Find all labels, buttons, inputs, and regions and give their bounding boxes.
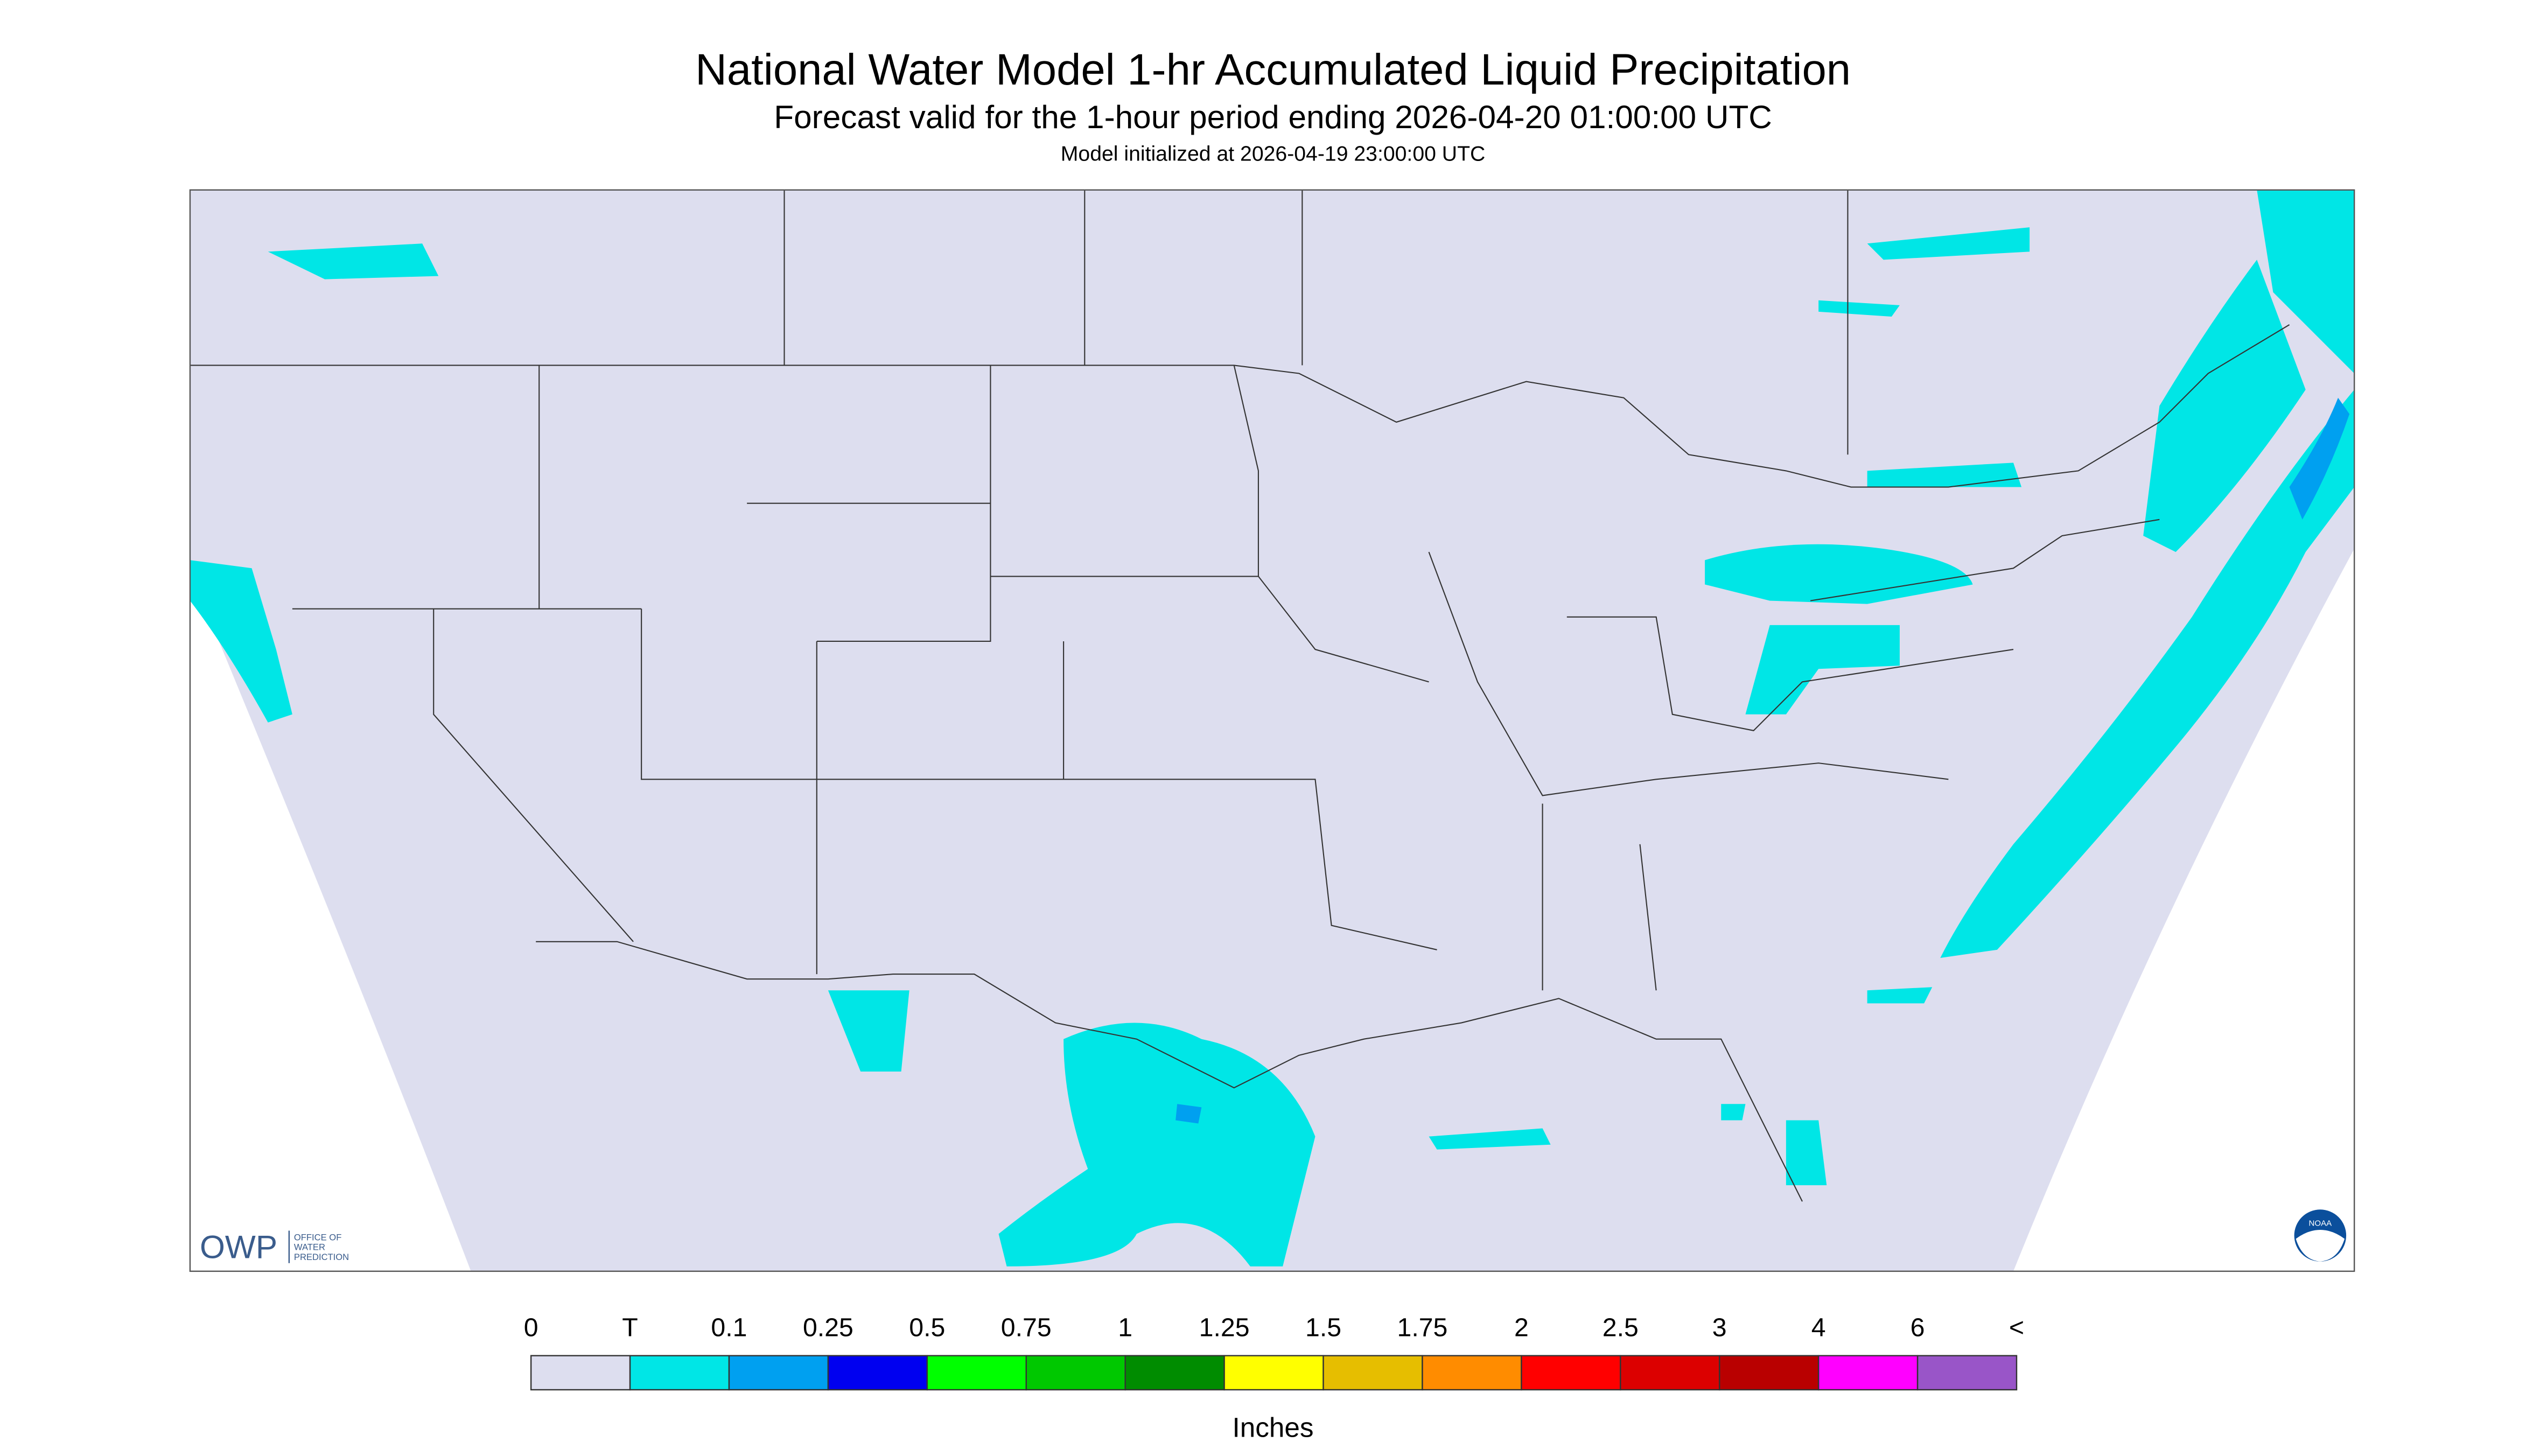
owp-name: WATER <box>294 1242 325 1252</box>
map: OWP OFFICE OF WATER PREDICTION NOAA <box>189 189 2355 1272</box>
noaa-logo-wave <box>2296 1229 2345 1262</box>
legend-unit: Inches <box>1233 1412 1314 1443</box>
legend: 0 T 0.1 0.25 0.5 0.75 1 1.25 1.5 1.75 2 2.5 3 4 6 < <box>524 1313 2024 1391</box>
legend-label: < <box>2009 1313 2024 1342</box>
boundaries <box>190 190 2290 1202</box>
legend-label: 0.25 <box>803 1313 853 1342</box>
province-line <box>783 190 1849 455</box>
precip-area <box>1745 625 1900 715</box>
precip-area <box>1175 1104 1202 1124</box>
legend-label: 0 <box>524 1313 538 1342</box>
legend-label: 2 <box>1514 1313 1529 1342</box>
legend-label: 0.5 <box>909 1313 945 1342</box>
legend-swatch <box>1620 1355 1720 1391</box>
map-frame <box>189 189 2355 1272</box>
legend-label: 0.1 <box>711 1313 747 1342</box>
title: National Water Model 1-hr Accumulated Li… <box>695 45 1851 94</box>
owp-name: OFFICE OF <box>294 1233 341 1243</box>
precip-area <box>190 560 292 723</box>
precip <box>190 190 2355 1266</box>
legend-label: 1.75 <box>1397 1313 1448 1342</box>
domain <box>190 190 2355 1271</box>
precip-area <box>998 1023 1316 1266</box>
state-line <box>292 365 2160 991</box>
legend-label: 3 <box>1712 1313 1727 1342</box>
legend-swatch <box>728 1355 829 1391</box>
legend-swatch <box>1124 1355 1225 1391</box>
legend-swatch <box>1719 1355 1820 1391</box>
precip-area <box>2143 260 2306 552</box>
legend-swatch <box>1521 1355 1621 1391</box>
legend-label: 1 <box>1118 1313 1132 1342</box>
legend-label: 4 <box>1811 1313 1826 1342</box>
legend-swatch <box>1817 1355 1919 1391</box>
coast-line <box>536 941 1803 1202</box>
legend-label: 1.5 <box>1305 1313 1341 1342</box>
precip-area <box>828 987 1933 1186</box>
border-line <box>190 324 2290 488</box>
legend-label: T <box>622 1313 638 1342</box>
legend-swatch <box>1916 1355 2018 1391</box>
owp-name: PREDICTION <box>294 1252 349 1262</box>
legend-swatch <box>926 1355 1027 1391</box>
legend-label: 6 <box>1911 1313 1925 1342</box>
legend-swatch <box>629 1355 730 1391</box>
legend-label: 2.5 <box>1603 1313 1639 1342</box>
legend-swatch <box>530 1355 631 1391</box>
precip-area <box>2289 397 2350 520</box>
init-time: Model initialized at 2026-04-19 23:00:00… <box>1061 143 1486 166</box>
legend-swatch <box>1323 1355 1423 1391</box>
legend-swatch <box>1025 1355 1126 1391</box>
precip-area <box>1940 190 2355 958</box>
precip-area <box>1705 544 1973 604</box>
owp-logo: OWP <box>200 1229 277 1265</box>
noaa-text: NOAA <box>2308 1219 2332 1228</box>
legend-swatch <box>827 1355 928 1391</box>
legend-swatch <box>1223 1355 1324 1391</box>
subtitle: Forecast valid for the 1-hour period end… <box>774 99 1772 135</box>
legend-label: 1.25 <box>1199 1313 1250 1342</box>
legend-swatch <box>1422 1355 1522 1391</box>
legend-label: 0.75 <box>1001 1313 1052 1342</box>
